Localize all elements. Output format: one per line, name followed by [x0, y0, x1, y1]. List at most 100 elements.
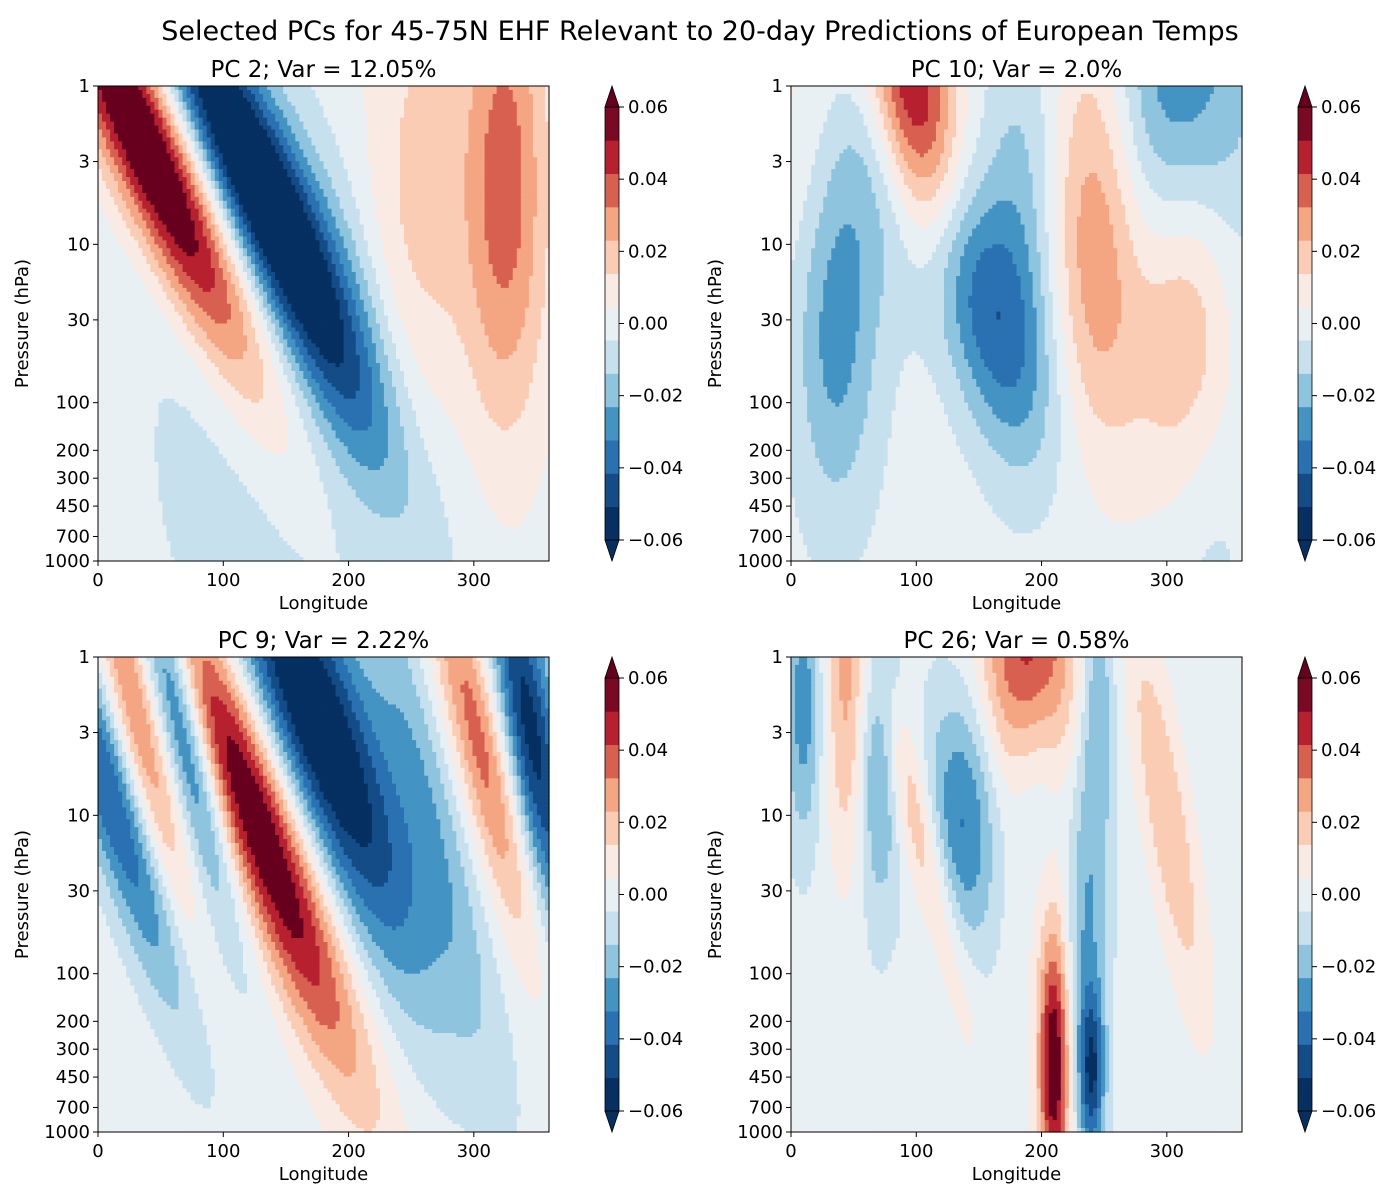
contour-cell: [239, 118, 244, 123]
contour-cell: [396, 137, 401, 142]
contour-cell: [291, 102, 296, 107]
contour-cell: [207, 122, 212, 127]
contour-cell: [106, 157, 111, 162]
contour-cell: [122, 153, 127, 158]
contour-cell: [537, 145, 542, 150]
contour-cell: [227, 141, 232, 146]
contour-cell: [235, 177, 240, 182]
contour-cell: [424, 86, 429, 91]
contour-cell: [199, 145, 204, 150]
contour-cell: [396, 169, 401, 174]
contour-cell: [191, 141, 196, 146]
contour-cell: [287, 153, 292, 158]
contour-cell: [259, 161, 264, 166]
contour-cell: [505, 145, 510, 150]
contour-cell: [110, 137, 115, 142]
contour-cell: [489, 126, 494, 131]
contour-cell: [517, 177, 522, 182]
contour-cell: [287, 114, 292, 119]
contour-cell: [332, 173, 337, 178]
contour-cell: [179, 185, 184, 190]
contour-cell: [211, 149, 216, 154]
contour-cell: [360, 173, 365, 178]
contour-cell: [408, 137, 413, 142]
contour-cell: [472, 137, 477, 142]
contour-cell: [533, 106, 538, 111]
contour-cell: [388, 149, 393, 154]
contour-cell: [247, 165, 252, 170]
contour-cell: [215, 181, 220, 186]
contour-cell: [295, 110, 300, 115]
contour-cell: [416, 98, 421, 103]
contour-cell: [295, 141, 300, 146]
contour-cell: [533, 110, 538, 115]
contour-cell: [525, 137, 530, 142]
contour-cell: [291, 98, 296, 103]
contour-cell: [255, 118, 260, 123]
contour-cell: [138, 106, 143, 111]
contour-cell: [448, 130, 453, 135]
contour-cell: [291, 114, 296, 119]
contour-cell: [146, 106, 151, 111]
contour-cell: [396, 149, 401, 154]
contour-cell: [279, 145, 284, 150]
contour-cell: [195, 122, 200, 127]
contour-cell: [408, 145, 413, 150]
contour-cell: [227, 145, 232, 150]
contour-cell: [408, 189, 413, 194]
contour-cell: [489, 130, 494, 135]
contour-cell: [472, 173, 477, 178]
contour-cell: [420, 185, 425, 190]
contour-cell: [114, 177, 119, 182]
contour-cell: [501, 86, 506, 91]
contour-cell: [255, 157, 260, 162]
contour-cell: [332, 98, 337, 103]
contour-cell: [344, 106, 349, 111]
contour-cell: [243, 153, 248, 158]
contour-cell: [187, 157, 192, 162]
contour-cell: [344, 185, 349, 190]
contour-cell: [497, 118, 502, 123]
contour-cell: [328, 118, 333, 123]
contour-cell: [404, 153, 409, 158]
contour-cell: [533, 94, 538, 99]
contour-cell: [275, 137, 280, 142]
contour-cell: [352, 94, 357, 99]
contour-cell: [525, 86, 530, 91]
contour-cell: [521, 114, 526, 119]
contour-cell: [231, 173, 236, 178]
contour-cell: [336, 173, 341, 178]
contour-cell: [340, 189, 345, 194]
contour-cell: [187, 189, 192, 194]
contour-cell: [110, 114, 115, 119]
contour-cell: [396, 94, 401, 99]
contour-cell: [368, 165, 373, 170]
contour-cell: [468, 173, 473, 178]
contour-cell: [187, 177, 192, 182]
contour-cell: [98, 118, 103, 123]
contour-cell: [348, 177, 353, 182]
contour-cell: [138, 157, 143, 162]
contour-cell: [275, 94, 280, 99]
contour-cell: [420, 118, 425, 123]
contour-cell: [432, 90, 437, 95]
contour-cell: [271, 98, 276, 103]
contour-cell: [340, 185, 345, 190]
contour-cell: [328, 193, 333, 198]
contour-cell: [247, 102, 252, 107]
contour-cell: [533, 177, 538, 182]
contour-cell: [102, 181, 107, 186]
contour-cell: [340, 169, 345, 174]
contour-cell: [324, 126, 329, 131]
contour-cell: [170, 90, 175, 95]
contour-cell: [529, 169, 534, 174]
contour-cell: [170, 145, 175, 150]
contour-cell: [295, 153, 300, 158]
contour-cell: [360, 114, 365, 119]
contour-cell: [235, 193, 240, 198]
contour-cell: [420, 141, 425, 146]
contour-cell: [477, 173, 482, 178]
contour-cell: [291, 193, 296, 198]
contour-cell: [183, 106, 188, 111]
contour-cell: [122, 94, 127, 99]
